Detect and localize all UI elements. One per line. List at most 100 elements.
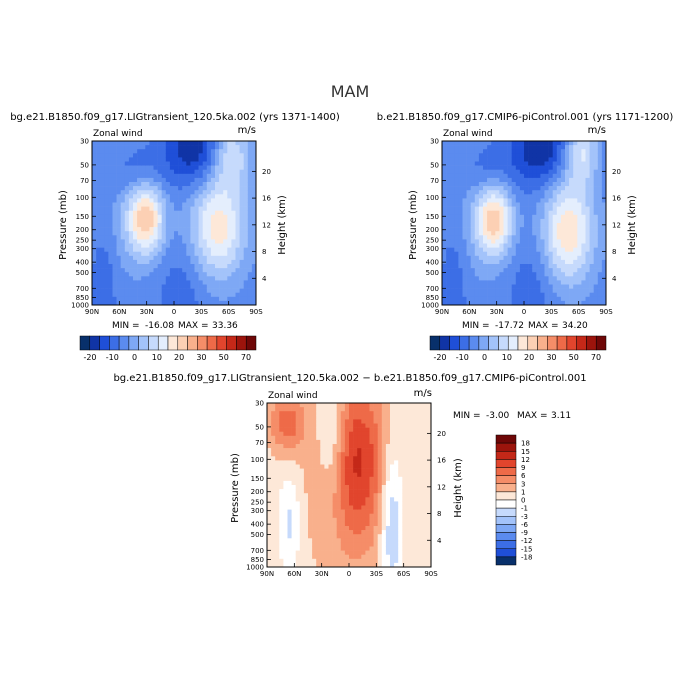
heat-cell	[422, 460, 428, 465]
heat-cell	[385, 411, 391, 416]
heat-cell	[174, 190, 179, 195]
heat-cell	[349, 468, 354, 473]
heat-cell	[178, 284, 183, 289]
heat-cell	[174, 264, 179, 269]
heat-cell	[450, 194, 455, 199]
heat-cell	[458, 231, 463, 236]
heat-cell	[450, 218, 455, 224]
heat-cell	[169, 264, 175, 269]
heat-cell	[320, 423, 325, 428]
heat-cell	[210, 235, 216, 240]
heat-cell	[149, 182, 154, 187]
heat-cell	[312, 501, 317, 506]
heat-cell	[390, 530, 395, 535]
heat-cell	[478, 218, 484, 224]
heat-cell	[165, 223, 171, 228]
heat-cell	[316, 452, 321, 457]
heat-cell	[495, 235, 500, 240]
heat-cell	[243, 186, 249, 191]
heat-cell	[340, 452, 346, 457]
heat-cell	[100, 239, 105, 244]
heat-cell	[528, 268, 533, 273]
heat-cell	[328, 439, 333, 445]
heat-cell	[275, 513, 280, 519]
heat-cell	[524, 202, 529, 207]
colorbar-swatch	[537, 335, 548, 351]
heat-cell	[299, 497, 305, 502]
heat-cell	[186, 149, 191, 154]
heat-cell	[96, 239, 101, 244]
heat-cell	[406, 480, 411, 486]
heat-cell	[235, 231, 240, 236]
heat-cell	[308, 554, 313, 560]
heat-cell	[597, 255, 603, 261]
heat-cell	[344, 562, 350, 568]
heat-cell	[593, 169, 599, 175]
heat-cell	[565, 214, 570, 220]
heat-cell	[227, 202, 232, 207]
heat-cell	[474, 292, 480, 298]
heat-cell	[515, 276, 521, 281]
heat-cell	[385, 521, 391, 527]
heat-cell	[104, 235, 109, 240]
heat-cell	[524, 264, 529, 269]
heat-cell	[320, 415, 325, 420]
heat-cell	[390, 558, 395, 564]
heat-cell	[394, 497, 399, 502]
heat-cell	[299, 480, 305, 486]
heat-cell	[569, 251, 574, 257]
heat-cell	[206, 259, 212, 265]
heat-cell	[174, 247, 179, 252]
heat-cell	[548, 177, 553, 183]
heat-cell	[458, 165, 463, 170]
heat-cell	[267, 456, 272, 461]
heat-cell	[483, 153, 488, 158]
heat-cell	[210, 206, 216, 211]
heat-cell	[573, 255, 578, 261]
heat-cell	[357, 526, 362, 531]
heat-cell	[487, 177, 492, 183]
heat-cell	[137, 231, 142, 236]
heat-cell	[573, 206, 578, 211]
colorbar-label: 70	[591, 353, 601, 362]
heat-cell	[328, 448, 333, 453]
heat-cell	[483, 173, 488, 179]
heat-cell	[507, 251, 512, 257]
heat-cell	[295, 415, 301, 420]
heat-cell	[332, 419, 337, 424]
heat-cell	[161, 276, 167, 281]
heat-cell	[556, 255, 562, 261]
heat-cell	[544, 177, 549, 183]
heat-cell	[581, 153, 586, 158]
heat-cell	[206, 255, 212, 261]
heat-cell	[442, 300, 447, 306]
heat-cell	[474, 206, 480, 211]
heat-cell	[271, 497, 276, 502]
heat-cell	[235, 141, 240, 146]
heat-cell	[267, 468, 272, 473]
heat-cell	[340, 472, 346, 478]
heat-cell	[112, 149, 117, 154]
heat-cell	[108, 194, 113, 199]
heat-cell	[406, 513, 411, 519]
heat-cell	[161, 288, 167, 293]
heat-cell	[198, 214, 203, 220]
heat-cell	[149, 280, 154, 285]
heat-cell	[483, 149, 488, 154]
heat-cell	[299, 403, 305, 408]
heat-cell	[227, 218, 232, 224]
heat-cell	[219, 235, 224, 240]
panel-1-max-value: 33.36	[212, 321, 238, 331]
heat-cell	[145, 153, 150, 158]
colorbar-swatch	[566, 335, 577, 351]
heat-cell	[532, 300, 537, 306]
heat-cell	[299, 505, 305, 510]
heat-cell	[507, 259, 512, 265]
heat-cell	[398, 513, 403, 519]
heat-cell	[320, 448, 325, 453]
heat-cell	[235, 264, 240, 269]
heat-cell	[394, 558, 399, 564]
heat-cell	[137, 247, 142, 252]
heat-cell	[112, 272, 117, 277]
heat-cell	[487, 268, 492, 273]
